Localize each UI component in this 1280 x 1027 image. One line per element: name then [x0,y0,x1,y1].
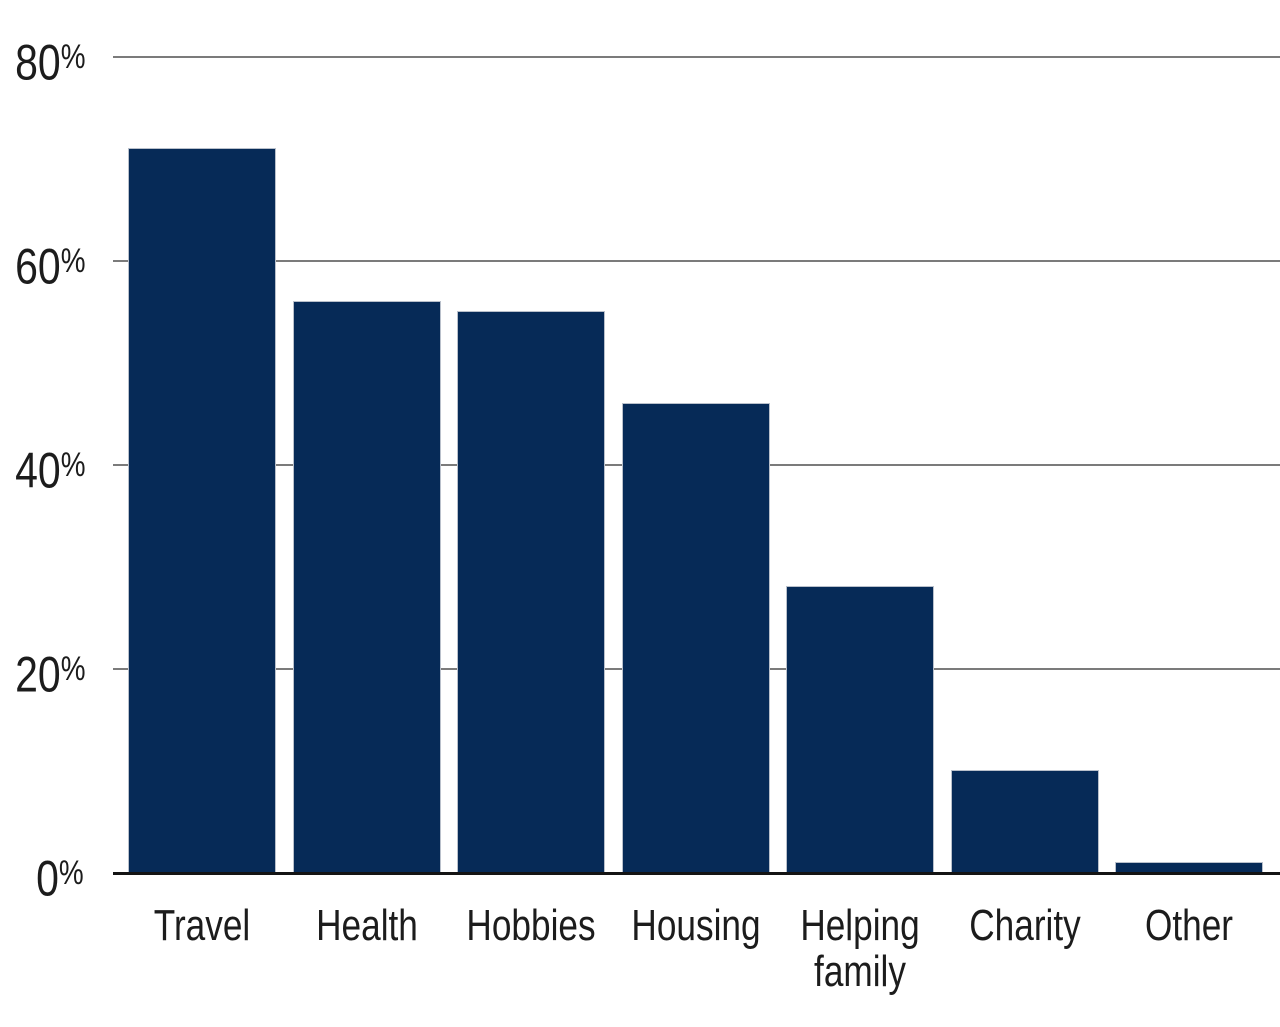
bar-other [1115,861,1263,872]
bar-health [292,300,441,872]
y-tick-label-80: 80% [15,34,86,91]
y-tick-label-40: 40% [15,442,86,499]
bar-helping-family [786,586,934,872]
y-tick-label-0: 0% [36,850,84,907]
x-label-charity: Charity [968,901,1081,950]
gridline-80 [113,56,1280,58]
y-tick-label-60: 60% [15,238,86,295]
bar-hobbies [457,311,605,872]
x-axis-line [113,872,1280,875]
x-label-hobbies: Hobbies [466,901,596,950]
x-label-other: Other [1144,901,1234,950]
x-label-housing: Housing [630,901,761,950]
y-tick-label-20: 20% [15,646,86,703]
bar-travel [128,147,276,872]
x-label-travel: Travel [153,901,251,950]
bar-housing [621,402,770,872]
x-label-health: Health [315,901,418,950]
gridline-60 [113,260,1280,262]
x-label-helping-family: Helping family [800,901,920,996]
bar-charity [950,770,1099,872]
